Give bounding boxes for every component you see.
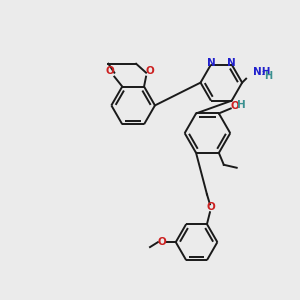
Text: NH: NH: [253, 67, 271, 77]
Text: H: H: [264, 71, 272, 81]
Text: N: N: [207, 58, 215, 68]
Text: O: O: [158, 237, 166, 247]
Text: O: O: [106, 66, 115, 76]
Text: ₂: ₂: [262, 68, 265, 77]
Text: O: O: [230, 101, 239, 112]
Text: H: H: [237, 100, 246, 110]
Text: N: N: [227, 58, 236, 68]
Text: O: O: [207, 202, 215, 212]
Text: O: O: [146, 66, 154, 76]
